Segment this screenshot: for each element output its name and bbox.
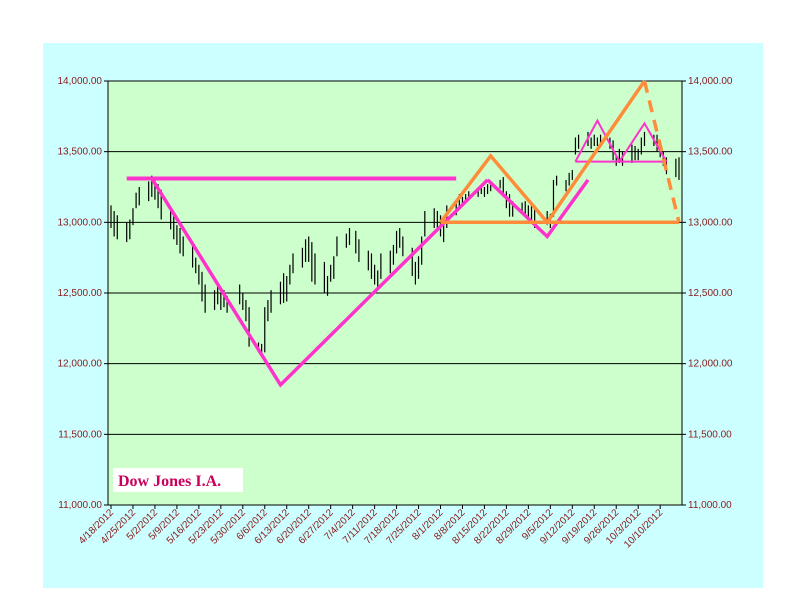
y-axis-left: 11,000.00 11,500.00 12,000.00 12,500.00 13,0…	[58, 76, 108, 511]
overlay-line-magenta-thin	[574, 118, 621, 163]
y-tick-label-left: 12,000.00	[58, 359, 103, 370]
y-tick-label-left: 14,000.00	[58, 76, 103, 87]
price-series	[110, 131, 680, 356]
overlay-line-magenta	[150, 177, 489, 388]
y-tick-label-left: 11,000.00	[58, 500, 102, 511]
y-tick-label-right: 13,500.00	[688, 147, 733, 158]
y-tick-label-right: 11,000.00	[688, 500, 732, 511]
overlay-line-magenta-thin	[618, 121, 668, 163]
gridlines	[108, 80, 682, 506]
y-tick-label-right: 13,000.00	[688, 217, 733, 228]
y-tick-label-right: 14,000.00	[688, 76, 733, 87]
y-axis-right: 11,000.00 11,500.00 12,000.00 12,500.00 13,0…	[682, 76, 733, 511]
pattern-overlays	[126, 80, 681, 388]
overlay-line-orange-dashed	[642, 80, 681, 223]
y-tick-label-right: 12,500.00	[688, 288, 733, 299]
overlay-line-orange	[439, 80, 646, 226]
y-tick-label-left: 13,000.00	[58, 217, 103, 228]
chart-title: Dow Jones I.A.	[118, 473, 221, 490]
y-tick-label-right: 11,500.00	[688, 429, 732, 440]
y-tick-label-left: 11,500.00	[58, 429, 102, 440]
y-tick-label-right: 12,000.00	[688, 359, 733, 370]
overlay-line-magenta	[486, 178, 590, 240]
title-box	[113, 468, 243, 492]
y-tick-label-left: 13,500.00	[58, 147, 103, 158]
y-tick-label-left: 12,500.00	[58, 288, 103, 299]
